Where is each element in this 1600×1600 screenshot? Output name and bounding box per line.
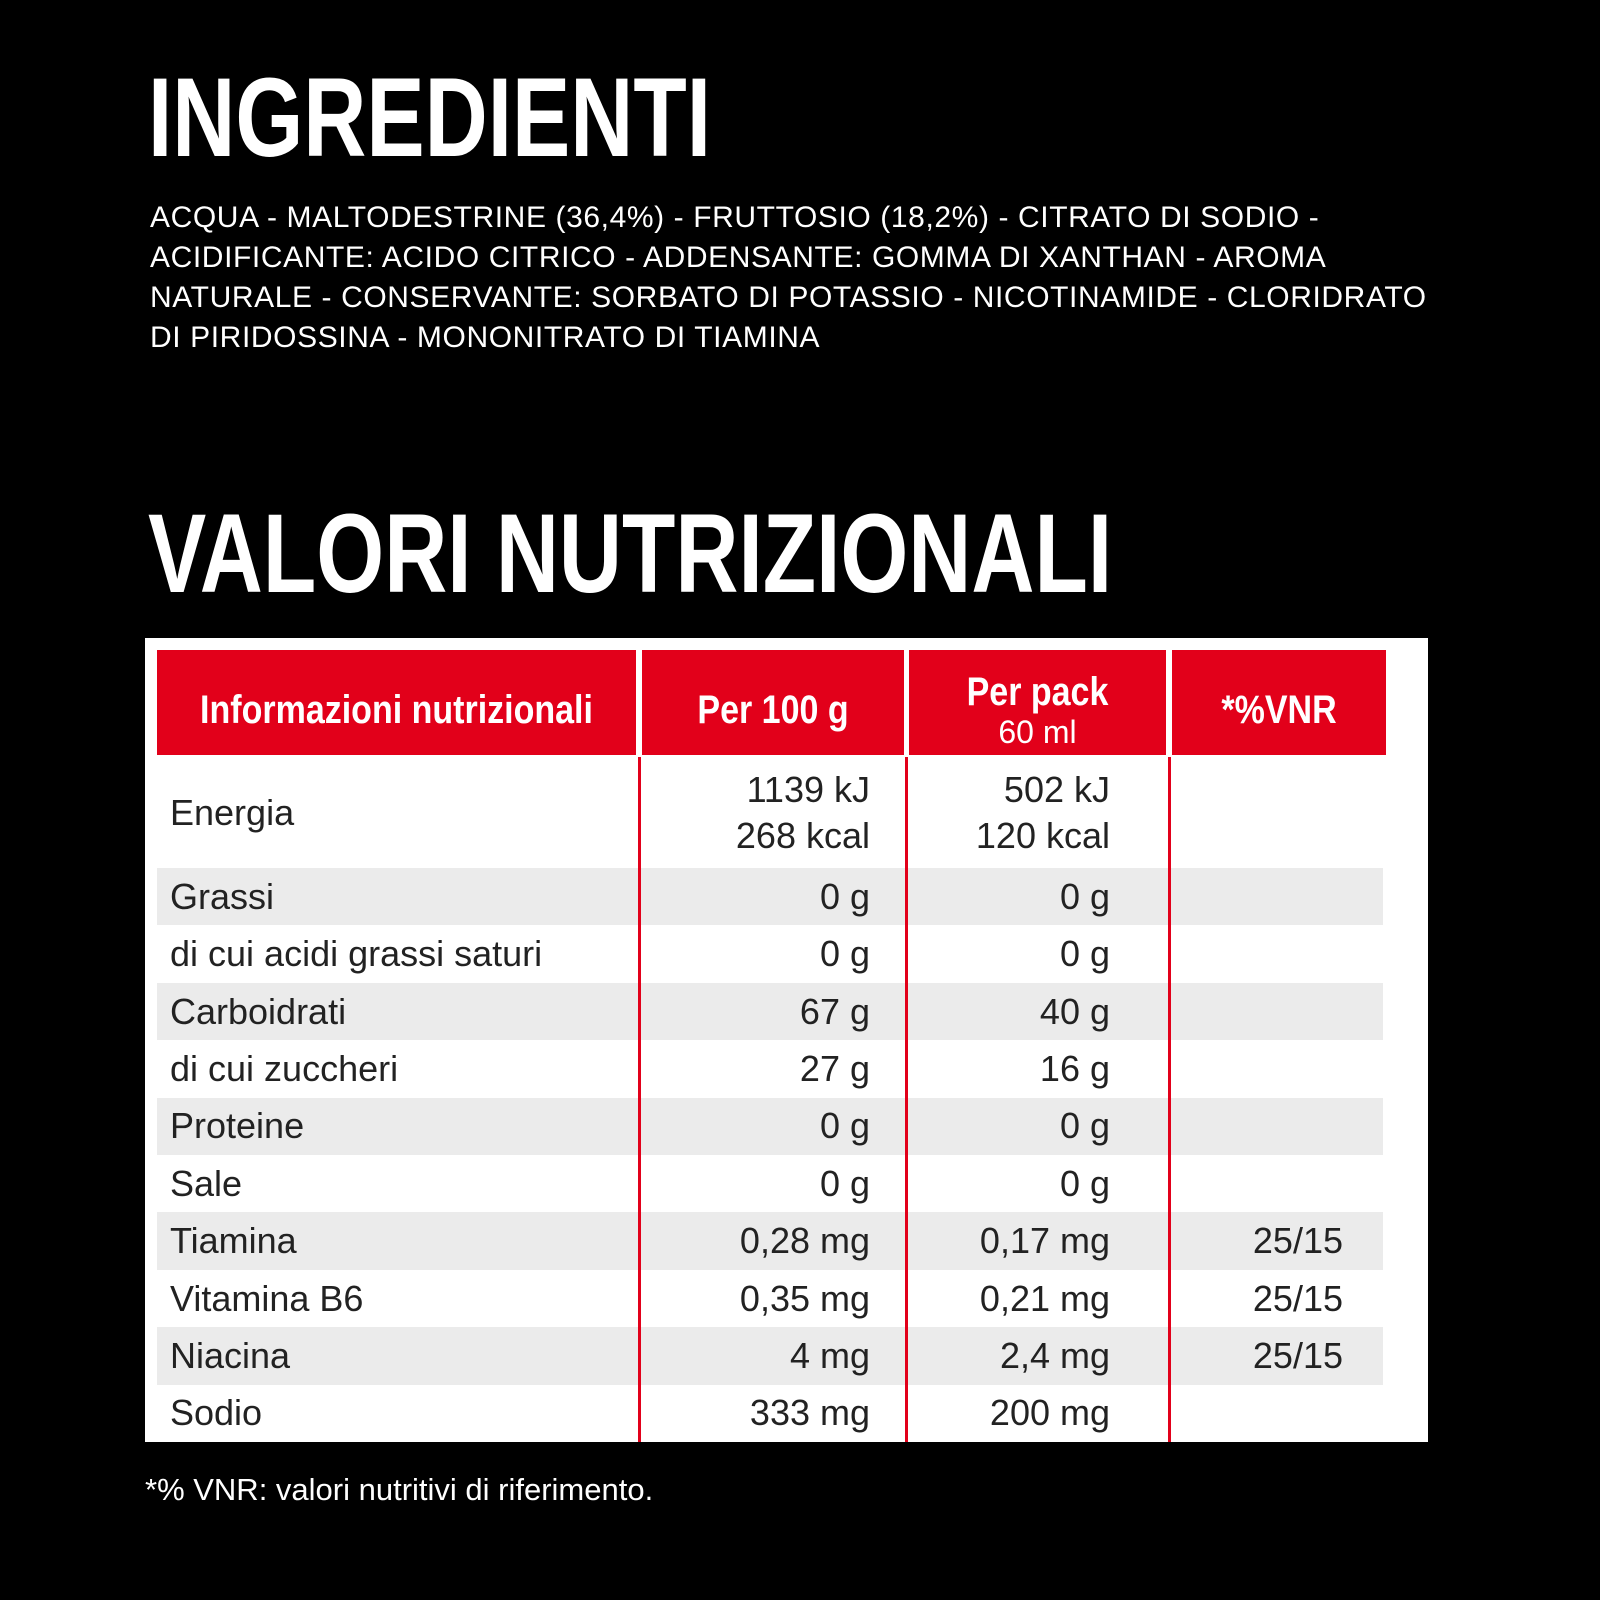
row-value: 0,28 mg [739,1220,870,1262]
ingredients-line: ACIDIFICANTE: ACIDO CITRICO - ADDENSANTE… [150,241,1327,274]
ingredients-title: INGREDIENTI [148,55,712,180]
row-value: 0 g [1059,933,1110,975]
row-value: 0,17 mg [979,1220,1110,1262]
row-value: 0 g [819,875,870,917]
row-label: Vitamina B6 [170,1277,364,1319]
row-label: Energia [170,791,295,833]
row-value: 268 kcal [735,814,870,856]
ingredients-line: ACQUA - MALTODESTRINE (36,4%) - FRUTTOSI… [150,201,1320,234]
row-value: 2,4 mg [999,1334,1110,1376]
row-value: 0 g [819,1162,870,1204]
header-label: Per pack [966,670,1109,714]
header-cell [909,650,1166,755]
row-value: 0 g [1059,1162,1110,1204]
row-value: 0 g [1059,1105,1110,1147]
header-cell [642,650,904,755]
header-label: Informazioni nutrizionali [200,688,593,732]
ingredients-line: NATURALE - CONSERVANTE: SORBATO DI POTAS… [150,281,1427,314]
nutrition-title: VALORI NUTRIZIONALI [148,491,1113,616]
row-band [157,1327,1383,1385]
header-cell [157,650,636,755]
row-value: 200 mg [989,1392,1110,1434]
row-label: di cui zuccheri [170,1047,399,1089]
header-label: Per 100 g [697,688,849,732]
row-value: 0 g [1059,875,1110,917]
row-value: 16 g [1039,1047,1110,1089]
row-label: Sale [170,1162,243,1204]
row-band [157,1097,1383,1155]
row-value: 0,21 mg [979,1277,1110,1319]
footnote: *% VNR: valori nutritivi di riferimento. [145,1472,654,1507]
column-divider [1168,757,1171,1442]
column-divider [638,757,641,1442]
row-label: Niacina [170,1334,291,1376]
row-value: 25/15 [1252,1334,1343,1376]
row-value: 333 mg [749,1392,870,1434]
row-value: 0 g [819,1105,870,1147]
row-band [157,868,1383,926]
row-label: di cui acidi grassi saturi [170,933,543,975]
row-value: 120 kcal [975,814,1110,856]
row-label: Sodio [170,1392,263,1434]
row-label: Grassi [170,875,275,917]
row-value: 27 g [799,1047,870,1089]
row-band [157,1212,1383,1270]
row-value: 25/15 [1252,1220,1343,1262]
row-value: 4 mg [789,1334,870,1376]
row-value: 1139 kJ [746,768,870,810]
header-label: *%VNR [1221,688,1337,732]
ingredients-line: DI PIRIDOSSINA - MONONITRATO DI TIAMINA [150,321,821,354]
row-label: Tiamina [170,1220,297,1262]
column-divider [905,757,908,1442]
row-label: Proteine [170,1105,305,1147]
row-value: 0,35 mg [739,1277,870,1319]
row-band [157,982,1383,1041]
row-value: 40 g [1039,990,1110,1032]
row-value: 25/15 [1252,1277,1343,1319]
row-value: 67 g [799,990,870,1032]
row-label: Carboidrati [170,990,347,1032]
header-sub: 60 ml [998,714,1077,750]
row-value: 502 kJ [1003,768,1110,810]
row-value: 0 g [819,933,870,975]
header-cell [1172,650,1386,755]
